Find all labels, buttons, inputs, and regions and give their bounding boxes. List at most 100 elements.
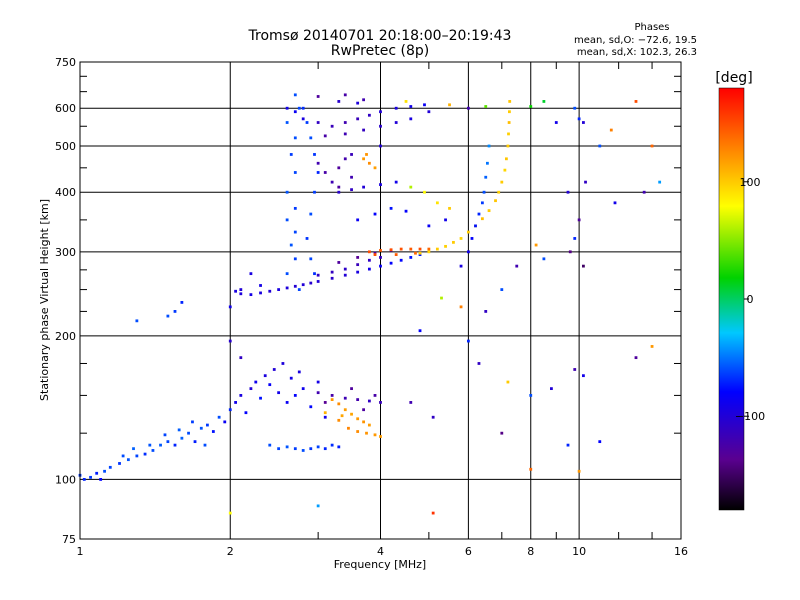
data-point bbox=[367, 423, 371, 427]
data-point bbox=[228, 339, 232, 343]
data-point bbox=[487, 209, 491, 213]
data-point bbox=[323, 411, 327, 415]
data-point bbox=[418, 329, 422, 333]
data-point bbox=[343, 273, 347, 277]
data-point bbox=[206, 423, 209, 427]
data-point bbox=[480, 201, 484, 205]
data-point bbox=[529, 467, 533, 471]
data-point bbox=[379, 110, 382, 114]
data-point bbox=[573, 368, 577, 371]
data-point bbox=[343, 408, 347, 412]
data-point bbox=[293, 206, 297, 210]
data-point bbox=[199, 426, 203, 430]
data-point bbox=[254, 380, 258, 384]
data-point bbox=[323, 134, 327, 138]
data-point bbox=[249, 272, 253, 276]
data-point bbox=[293, 257, 297, 261]
data-point bbox=[409, 247, 413, 251]
data-point bbox=[379, 264, 382, 268]
data-point bbox=[148, 443, 152, 447]
data-point bbox=[249, 387, 253, 391]
data-point bbox=[389, 261, 393, 265]
data-point bbox=[337, 261, 341, 264]
data-point bbox=[573, 106, 577, 110]
data-point bbox=[173, 310, 177, 313]
data-point bbox=[414, 251, 417, 255]
data-point bbox=[293, 93, 297, 97]
data-point bbox=[343, 121, 347, 124]
data-point bbox=[356, 270, 360, 274]
data-point bbox=[542, 100, 546, 103]
data-point bbox=[166, 440, 170, 444]
data-point bbox=[466, 106, 470, 110]
data-point bbox=[394, 121, 398, 124]
y-tick-label: 300 bbox=[55, 246, 76, 259]
data-point bbox=[135, 454, 139, 458]
data-point bbox=[550, 387, 553, 391]
data-point bbox=[297, 106, 301, 110]
data-point bbox=[173, 443, 177, 447]
data-point bbox=[356, 117, 360, 121]
data-point bbox=[466, 250, 470, 254]
data-point bbox=[379, 256, 382, 259]
data-point bbox=[223, 420, 227, 424]
data-point bbox=[477, 212, 481, 216]
data-point bbox=[577, 469, 581, 473]
data-point bbox=[259, 291, 262, 295]
data-point bbox=[285, 272, 289, 276]
data-point bbox=[239, 394, 243, 397]
data-point bbox=[118, 462, 121, 465]
data-point bbox=[362, 98, 366, 102]
data-point bbox=[289, 243, 293, 247]
data-point bbox=[582, 374, 585, 378]
data-point bbox=[313, 153, 316, 156]
data-point bbox=[634, 100, 638, 103]
data-point bbox=[323, 401, 327, 404]
data-point bbox=[367, 267, 371, 271]
stats-x-mode: mean, sd,X: 102.3, 26.3 bbox=[577, 47, 697, 58]
data-point bbox=[404, 100, 408, 103]
data-point bbox=[577, 218, 581, 222]
data-point bbox=[297, 288, 301, 291]
data-point bbox=[285, 218, 289, 222]
stats-o-mode: mean, sd,O: −72.6, 19.5 bbox=[574, 35, 697, 46]
y-axis-label: Stationary phase Virtual Height [km] bbox=[38, 199, 51, 401]
colorbar-label: [deg] bbox=[715, 70, 752, 86]
data-point bbox=[634, 356, 638, 360]
data-point bbox=[323, 171, 327, 174]
data-point bbox=[529, 394, 533, 397]
data-point bbox=[203, 443, 207, 447]
data-point bbox=[191, 420, 194, 424]
data-point bbox=[289, 153, 293, 156]
data-point bbox=[330, 394, 334, 397]
data-point bbox=[343, 132, 347, 136]
data-point bbox=[289, 376, 293, 380]
data-point bbox=[193, 440, 197, 444]
data-point bbox=[268, 289, 272, 293]
data-point bbox=[337, 190, 341, 194]
data-point bbox=[373, 253, 377, 256]
data-point bbox=[239, 356, 243, 360]
data-point bbox=[394, 253, 398, 256]
stats-heading: Phases bbox=[634, 22, 669, 33]
data-point bbox=[500, 180, 504, 184]
data-point bbox=[309, 257, 313, 261]
data-point bbox=[362, 157, 366, 161]
data-point bbox=[316, 121, 320, 124]
data-point bbox=[582, 264, 585, 268]
y-tick-label: 75 bbox=[62, 533, 76, 546]
data-point bbox=[316, 504, 320, 508]
data-point bbox=[409, 105, 413, 108]
data-point bbox=[126, 458, 130, 462]
data-point bbox=[323, 447, 327, 451]
data-point bbox=[459, 237, 463, 240]
data-point bbox=[497, 190, 501, 194]
data-point bbox=[362, 408, 366, 412]
data-point bbox=[486, 161, 489, 165]
data-point bbox=[577, 117, 581, 121]
data-point bbox=[293, 394, 297, 397]
data-point bbox=[507, 121, 511, 124]
plot-frame bbox=[79, 61, 682, 540]
data-point bbox=[244, 411, 248, 415]
